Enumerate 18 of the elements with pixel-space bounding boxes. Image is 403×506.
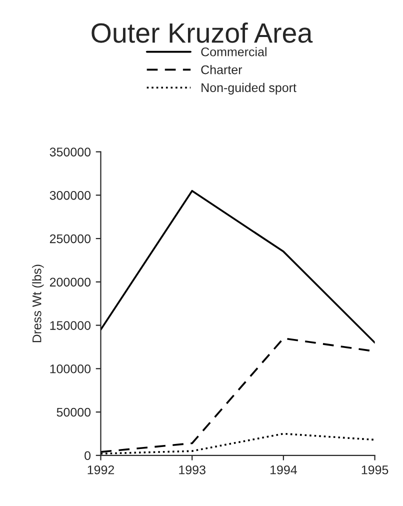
x-tick-label: 1995	[362, 465, 388, 474]
y-tick-label: 150000	[50, 321, 91, 330]
y-tick-label: 300000	[50, 190, 91, 200]
x-tick-label: 1994	[270, 465, 297, 474]
legend-label: Charter	[201, 65, 242, 74]
x-tick-label: 1993	[179, 465, 206, 474]
y-tick-label: 250000	[50, 234, 91, 244]
legend-label: Commercial	[201, 47, 266, 56]
x-tick-label: 1992	[88, 465, 114, 474]
y-tick-label: 50000	[56, 408, 91, 417]
legend-label: Non-guided sport	[202, 82, 296, 95]
y-tick-label: 0	[84, 451, 91, 460]
line-series	[100, 190, 375, 344]
y-axis-title: Dress Wt (lbs)	[32, 264, 44, 342]
y-tick-label: 100000	[50, 364, 91, 374]
chart-title: Outer Kruzof Area	[92, 22, 313, 43]
y-tick-label: 350000	[50, 148, 91, 156]
y-tick-label: 200000	[50, 278, 91, 287]
